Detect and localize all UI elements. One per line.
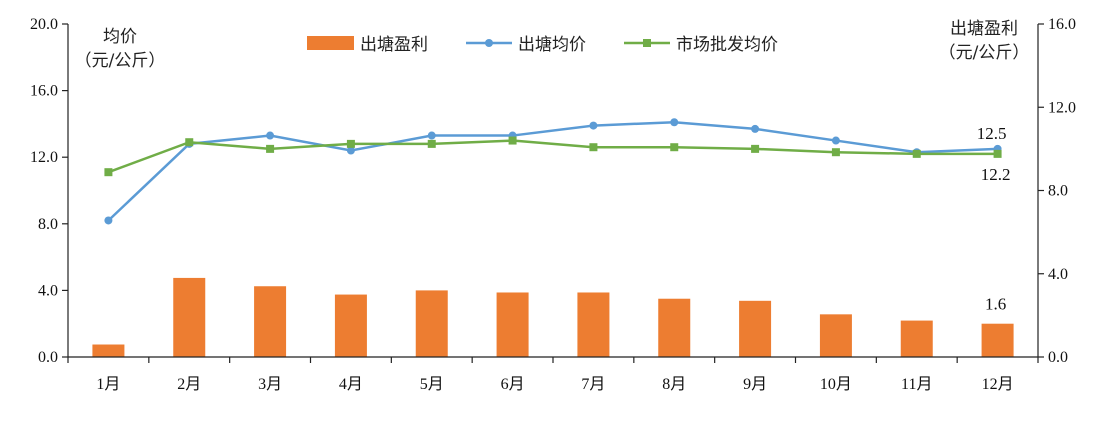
profit-bar (981, 323, 1014, 357)
profit-bar (254, 286, 287, 357)
wholesale-price-point (912, 149, 921, 158)
x-tick-label: 12月 (982, 376, 1014, 393)
profit-bar (173, 277, 206, 357)
x-tick-label: 1月 (96, 376, 120, 393)
left-tick-label: 16.0 (30, 83, 58, 100)
data-label-profit-dec: 1.6 (985, 295, 1006, 314)
left-tick-label: 8.0 (38, 216, 58, 233)
bars-layer (92, 277, 1014, 357)
x-tick-label: 6月 (501, 376, 525, 393)
wholesale-price-point (427, 139, 436, 148)
left-axis-unit-line1: 均价 (103, 27, 137, 47)
x-tick-label: 5月 (420, 376, 444, 393)
avg-price-point (346, 146, 355, 155)
profit-bar (415, 290, 448, 357)
avg-price-point (589, 121, 598, 130)
profit-bar (739, 300, 772, 357)
right-tick-label: 8.0 (1048, 183, 1068, 200)
profit-bar (92, 344, 125, 357)
avg-price-point (670, 118, 679, 127)
wholesale-price-point (670, 143, 679, 152)
legend-label-avg-price: 出塘均价 (518, 35, 586, 55)
left-tick-label: 4.0 (38, 282, 58, 299)
wholesale-price-point (185, 138, 194, 147)
right-tick-label: 0.0 (1048, 349, 1068, 366)
wholesale-price-point (266, 144, 275, 153)
left-tick-label: 12.0 (30, 149, 58, 166)
x-tick-label: 8月 (662, 376, 686, 393)
avg-price-point (427, 131, 436, 140)
wholesale-price-point (993, 149, 1002, 158)
wholesale-price-point (831, 148, 840, 157)
x-tick-label: 11月 (901, 376, 932, 393)
legend-label-profit: 出塘盈利 (360, 35, 428, 55)
profit-bar (577, 292, 610, 357)
wholesale-price-point (104, 168, 113, 177)
legend-label-wholesale: 市场批发均价 (676, 35, 778, 55)
lines-layer (104, 118, 1002, 225)
legend-swatch-profit (307, 36, 354, 50)
right-tick-label: 12.0 (1048, 99, 1076, 116)
right-tick-label: 16.0 (1048, 16, 1076, 33)
right-axis-unit-line2: （元/公斤） (939, 43, 1030, 63)
avg-price-point (104, 216, 113, 225)
avg-price-point (751, 124, 760, 133)
left-axis-ticks: 0.0 4.0 8.0 12.0 16.0 20.0 (30, 16, 68, 366)
left-tick-label: 20.0 (30, 16, 58, 33)
axes-layer (67, 24, 1039, 358)
wholesale-price-point (589, 143, 598, 152)
right-tick-label: 4.0 (1048, 266, 1068, 283)
x-tick-label: 10月 (820, 376, 852, 393)
profit-bar (900, 320, 933, 357)
avg-price-line (107, 120, 998, 222)
x-tick-label: 3月 (258, 376, 282, 393)
x-tick-label: 2月 (177, 376, 201, 393)
x-tick-label: 4月 (339, 376, 363, 393)
data-label-wholesale-dec: 12.2 (981, 165, 1011, 184)
right-axis-ticks: 0.0 4.0 8.0 12.0 16.0 (1038, 16, 1076, 366)
wholesale-price-line (107, 139, 998, 174)
wholesale-price-point (346, 139, 355, 148)
x-axis-ticks: 1月 2月 3月 4月 5月 6月 7月 8月 9月 10月 11月 12月 (67, 357, 1039, 393)
wholesale-price-point (508, 136, 517, 145)
profit-bar (658, 298, 691, 357)
left-axis-unit-line2: （元/公斤） (75, 51, 166, 71)
data-label-avg-price-dec: 12.5 (977, 124, 1007, 143)
profit-bar (334, 294, 367, 357)
avg-price-point (831, 136, 840, 145)
avg-price-point (266, 131, 275, 140)
x-tick-label: 9月 (743, 376, 767, 393)
legend-marker-wholesale (643, 39, 651, 47)
legend: 出塘盈利 出塘均价 市场批发均价 (307, 35, 778, 55)
profit-bar (819, 314, 852, 357)
left-tick-label: 0.0 (38, 349, 58, 366)
profit-bar (496, 292, 529, 357)
wholesale-price-point (751, 144, 760, 153)
right-axis-unit-line1: 出塘盈利 (950, 19, 1018, 39)
legend-marker-avg-price (485, 39, 493, 47)
x-tick-label: 7月 (581, 376, 605, 393)
